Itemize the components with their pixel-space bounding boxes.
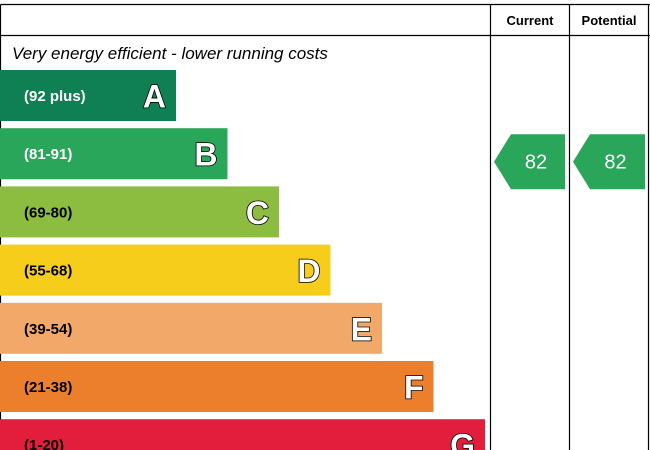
potential-rating-arrow bbox=[573, 134, 645, 190]
band-b-letter: B bbox=[194, 137, 217, 173]
band-d: (55-68) D bbox=[0, 244, 331, 296]
band-a-range: (92 plus) bbox=[24, 88, 86, 105]
band-d-range: (55-68) bbox=[24, 263, 72, 280]
potential-rating-marker: 82 bbox=[573, 134, 645, 190]
rating-markers: 82 82 bbox=[494, 134, 645, 190]
band-d-letter: D bbox=[297, 253, 320, 289]
band-f-bar bbox=[0, 361, 434, 412]
rating-bands: (92 plus) A (81-91) B (69-80) C (55-68) D (39-54… bbox=[0, 70, 485, 450]
current-rating-value: 82 bbox=[525, 152, 547, 174]
band-c-range: (69-80) bbox=[24, 204, 72, 221]
band-a: (92 plus) A bbox=[0, 70, 176, 121]
band-c-letter: C bbox=[246, 195, 269, 231]
current-rating-arrow bbox=[494, 134, 565, 190]
band-e-bar bbox=[0, 302, 382, 354]
band-a-bar bbox=[0, 70, 176, 121]
band-c: (69-80) C bbox=[0, 186, 279, 238]
band-b: (81-91) B bbox=[0, 128, 228, 180]
band-e: (39-54) E bbox=[0, 302, 382, 354]
band-a-letter: A bbox=[143, 79, 166, 115]
top-caption: Very energy efficient - lower running co… bbox=[12, 44, 328, 63]
band-e-range: (39-54) bbox=[24, 321, 72, 338]
band-f-range: (21-38) bbox=[24, 379, 72, 396]
band-g: (1-20) G bbox=[0, 419, 485, 450]
band-b-range: (81-91) bbox=[24, 146, 72, 163]
current-rating-marker: 82 bbox=[494, 134, 565, 190]
current-column-header: Current bbox=[507, 13, 555, 28]
band-g-letter: G bbox=[450, 428, 475, 450]
band-e-letter: E bbox=[351, 311, 372, 347]
band-g-range: (1-20) bbox=[24, 437, 64, 450]
band-d-bar bbox=[0, 244, 331, 296]
band-g-bar bbox=[0, 419, 485, 450]
band-b-bar bbox=[0, 128, 228, 180]
potential-rating-value: 82 bbox=[604, 152, 626, 174]
potential-column-header: Potential bbox=[582, 13, 637, 28]
band-f-letter: F bbox=[404, 370, 424, 406]
band-f: (21-38) F bbox=[0, 361, 434, 412]
band-c-bar bbox=[0, 186, 279, 238]
